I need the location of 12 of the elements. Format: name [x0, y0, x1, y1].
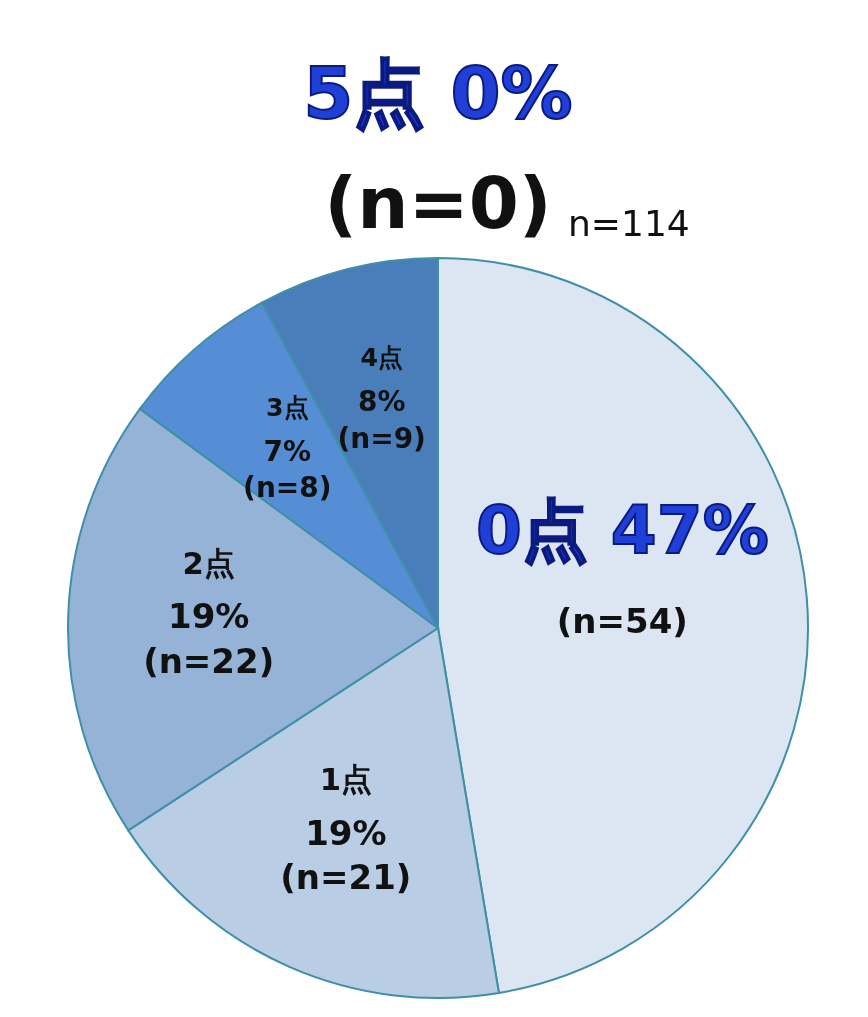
data-label: 19% (n=21) [280, 812, 412, 898]
text: (n=0) [324, 161, 552, 245]
slice-label: 1点 [319, 762, 372, 798]
chart-subtitle: n=114 [568, 203, 690, 244]
category-label: 5点 0% [303, 51, 573, 135]
slice-label: 3点 [266, 392, 309, 422]
slice-label: 0点 47% (n=54) [475, 491, 769, 641]
data-label: 8% (n=9) [337, 385, 426, 455]
data-label: 7% (n=8) [243, 434, 332, 505]
slice-label: 4点 [360, 343, 403, 373]
slice-label: 2点 [182, 546, 235, 582]
data-label: 19% (n=22) [143, 596, 275, 681]
